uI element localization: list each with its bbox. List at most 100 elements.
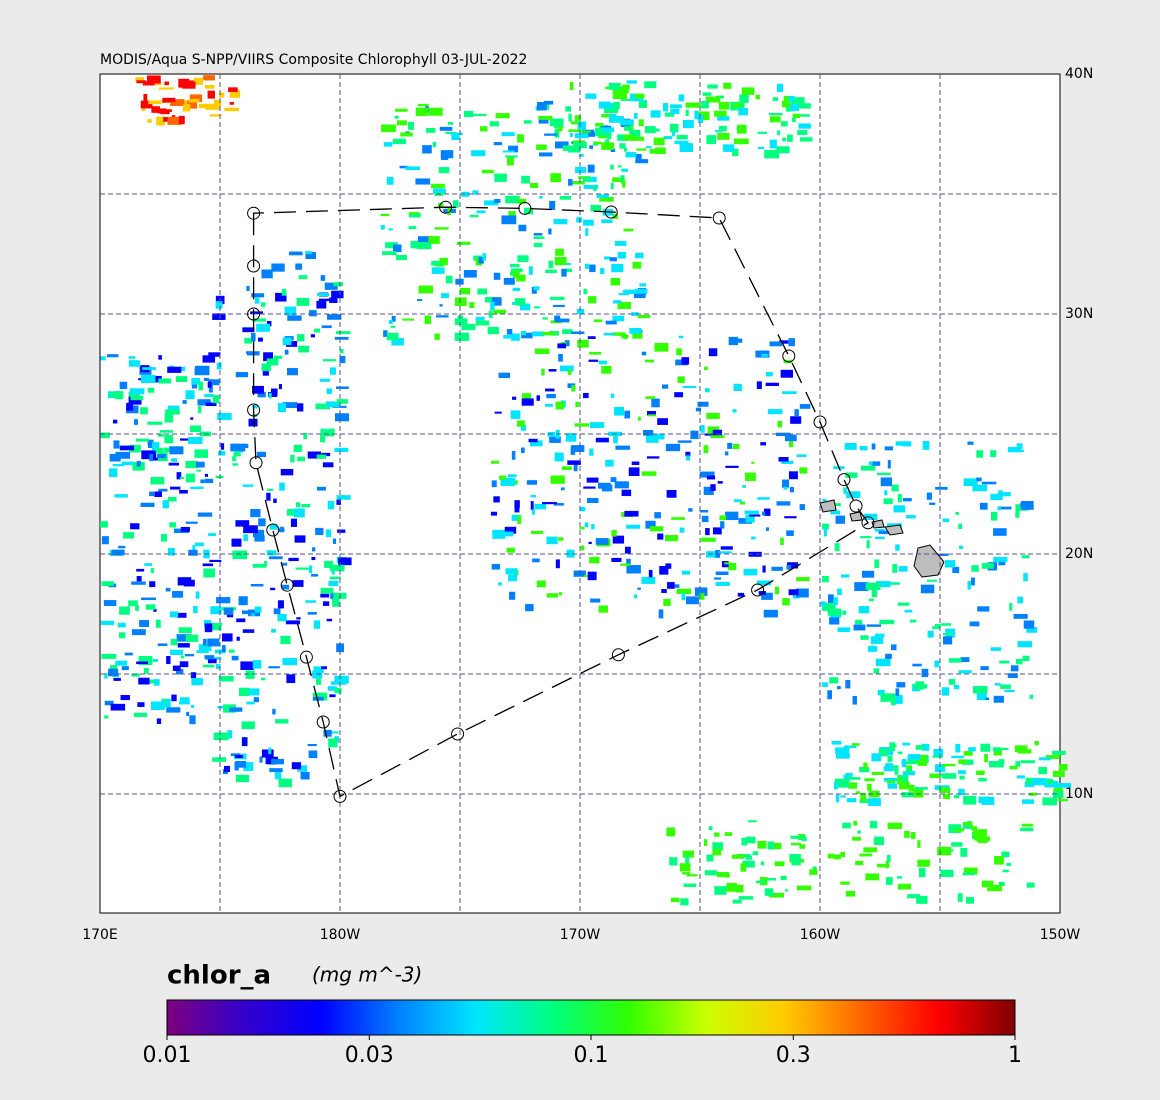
station xyxy=(247,403,261,417)
chlorophyll-patch xyxy=(617,86,629,94)
chlorophyll-patch xyxy=(610,393,615,398)
chlorophyll-patch xyxy=(744,510,759,515)
chlorophyll-patch xyxy=(209,559,222,563)
chlorophyll-patch xyxy=(796,454,807,457)
chlorophyll-patch xyxy=(615,445,631,450)
chlorophyll-patch xyxy=(476,210,486,214)
chlorophyll-patch xyxy=(150,375,162,383)
chlorophyll-patch xyxy=(685,102,701,108)
chlorophyll-patch xyxy=(269,523,278,530)
chlorophyll-patch xyxy=(230,443,246,452)
chlorophyll-patch xyxy=(842,610,847,615)
chlorophyll-patch xyxy=(235,372,249,378)
chlorophyll-patch xyxy=(714,832,720,837)
chlorophyll-patch xyxy=(531,331,545,337)
chlorophyll-patch xyxy=(809,869,818,875)
chlorophyll-patch xyxy=(859,767,870,773)
chlorophyll-patch xyxy=(518,224,527,232)
chlorophyll-patch xyxy=(663,598,671,606)
station xyxy=(813,415,827,429)
chlorophyll-patch xyxy=(494,411,502,414)
chlorophyll-patch xyxy=(180,655,185,659)
chlorophyll-patch xyxy=(120,695,130,701)
chlorophyll-patch xyxy=(141,597,157,601)
chlorophyll-patch xyxy=(191,378,201,385)
chlorophyll-patch xyxy=(157,643,168,646)
chlorophyll-patch xyxy=(741,837,748,846)
chlorophyll-patch xyxy=(907,754,921,761)
chlorophyll-patch xyxy=(958,523,963,529)
chlorophyll-patch xyxy=(320,593,330,598)
chlorophyll-patch xyxy=(895,688,900,696)
chlorophyll-patch xyxy=(909,619,917,623)
chlorophyll-patch xyxy=(417,299,423,302)
chlorophyll-patch xyxy=(167,366,182,373)
chlorophyll-patch xyxy=(541,368,545,376)
chlorophyll-patch xyxy=(784,889,789,892)
chlorophyll-patch xyxy=(751,536,756,540)
chlorophyll-patch xyxy=(254,606,262,613)
chlorophyll-patch xyxy=(672,131,676,137)
chlorophyll-patch xyxy=(583,288,588,295)
chlorophyll-patch xyxy=(614,240,627,246)
chlorophyll-patch xyxy=(128,600,138,607)
chlorophyll-patch xyxy=(115,451,131,459)
chlorophyll-patch xyxy=(324,560,334,569)
chlorophyll-patch xyxy=(511,333,520,341)
chlorophyll-patch xyxy=(787,562,799,569)
chlorophyll-patch xyxy=(178,627,192,634)
chlorophyll-patch xyxy=(271,388,278,396)
chlorophyll-patch xyxy=(239,687,250,697)
chlorophyll-patch xyxy=(395,254,407,261)
chlorophyll-patch xyxy=(897,602,910,606)
chlorophyll-patch xyxy=(617,134,629,141)
chlorophyll-patch xyxy=(714,577,721,580)
chlorophyll-patch xyxy=(1038,757,1051,761)
chlorophyll-patch xyxy=(1006,862,1011,867)
chlorophyll-patch xyxy=(719,515,727,521)
chlorophyll-patch xyxy=(555,248,564,256)
chlorophyll-patch xyxy=(874,633,885,638)
chlorophyll-patch xyxy=(259,756,263,763)
chlorophyll-patch xyxy=(533,233,543,236)
chlorophyll-patch xyxy=(568,113,572,122)
chlorophyll-patch xyxy=(336,499,341,505)
chlorophyll-patch xyxy=(617,165,622,168)
chlorophyll-patch xyxy=(757,146,765,150)
chlorophyll-patch xyxy=(549,200,556,210)
chlorophyll-patch xyxy=(896,682,906,688)
chlorophyll-patch xyxy=(768,112,783,116)
chlorophyll-patch xyxy=(848,782,857,789)
chlorophyll-patch xyxy=(639,283,647,287)
chlorophyll-patch xyxy=(1052,790,1064,799)
chlorophyll-patch xyxy=(891,484,899,492)
chlorophyll-patch xyxy=(769,139,777,149)
chlorophyll-patch xyxy=(858,606,870,614)
chlorophyll-patch xyxy=(565,433,577,442)
chlorophyll-patch xyxy=(595,122,604,127)
chlorophyll-patch xyxy=(733,138,749,145)
chlorophyll-patch xyxy=(158,355,162,360)
chlorophyll-patch xyxy=(763,609,778,618)
chlorophyll-patch xyxy=(720,546,733,550)
chlorophyll-patch xyxy=(593,319,603,323)
chlorophyll-patch xyxy=(612,88,617,92)
chlorophyll-patch xyxy=(649,148,662,154)
chlorophyll-patch xyxy=(520,447,525,454)
chlorophyll-patch xyxy=(228,87,238,92)
chlorophyll-patch xyxy=(536,144,547,150)
chlorophyll-patch xyxy=(208,352,221,357)
chlorophyll-patch xyxy=(514,298,526,306)
chlorophyll-patch xyxy=(477,288,488,295)
chlorophyll-patch xyxy=(685,109,689,117)
chlorophyll-patch xyxy=(323,729,332,737)
chlorophyll-patch xyxy=(207,90,215,99)
chlorophyll-patch xyxy=(679,863,691,872)
chlorophyll-patch xyxy=(978,778,987,782)
chlorophyll-patch xyxy=(309,310,317,317)
chlorophyll-patch xyxy=(742,860,755,868)
chlorophyll-patch xyxy=(626,558,631,565)
chlorophyll-patch xyxy=(153,608,157,612)
chlorophyll-patch xyxy=(728,336,739,346)
chlorophyll-patch xyxy=(168,462,180,466)
